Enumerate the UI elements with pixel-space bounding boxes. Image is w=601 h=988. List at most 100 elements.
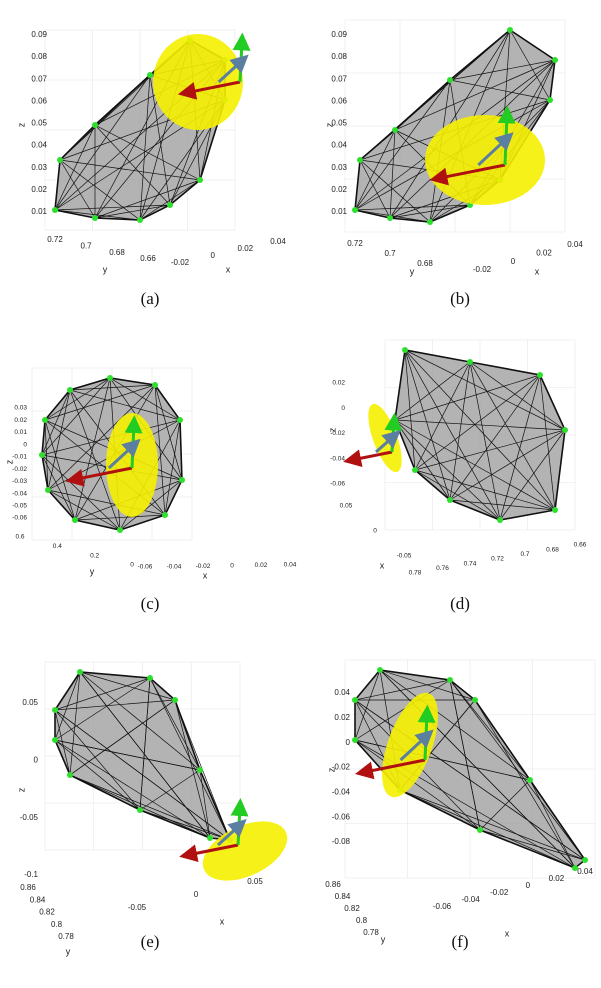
mesh-edge xyxy=(479,779,531,831)
mesh-edge xyxy=(449,374,541,501)
contact-point xyxy=(52,207,58,213)
x-axis-label: x xyxy=(203,570,208,580)
x-tick-label: 0.04 xyxy=(270,237,286,246)
panel: 0.09 0.08 0.07 0.06 0.05 0.04 0.03 0.02 0.01 0.72… xyxy=(324,19,583,308)
y-tick-label: 0.86 xyxy=(325,880,341,889)
contact-point xyxy=(77,669,83,675)
mesh-edge xyxy=(54,739,201,771)
mesh-edge xyxy=(47,389,71,491)
z-tick-label: 0.07 xyxy=(31,74,47,83)
z-tick-label: 0.03 xyxy=(331,163,347,172)
mesh-edge xyxy=(404,349,566,431)
mesh-edge xyxy=(399,789,586,861)
x-axis-label: x xyxy=(535,266,540,276)
z-tick-label: -0.06 xyxy=(332,812,351,821)
contact-point xyxy=(45,487,51,493)
mesh-edge xyxy=(469,361,566,431)
mesh-edge xyxy=(54,124,96,211)
mesh-edge xyxy=(139,677,151,811)
contact-point xyxy=(72,517,78,523)
mesh-edge xyxy=(354,739,531,781)
contact-point xyxy=(497,517,503,523)
z-axis-label: z xyxy=(327,427,337,432)
contact-point xyxy=(552,57,558,63)
x-tick-label: 0 xyxy=(194,890,199,899)
x-tick-label: -0.02 xyxy=(473,265,492,274)
y-axis-label: y xyxy=(103,264,108,274)
mesh-edge xyxy=(389,204,471,219)
z-tick-label: -0.02 xyxy=(330,430,345,437)
z-tick-label: 0.07 xyxy=(331,74,347,83)
panel: 0.04 0.02 0 -0.02 -0.04 -0.06 -0.08 0.86 0.84 0.8… xyxy=(325,659,596,951)
mesh-edge xyxy=(414,374,541,471)
y-axis-label: y xyxy=(410,266,415,276)
mesh-edge xyxy=(359,159,391,219)
y-tick-label: 0.66 xyxy=(574,542,587,549)
axis-arrow xyxy=(65,466,133,487)
z-tick-label: 0.02 xyxy=(334,713,350,722)
contact-point xyxy=(352,207,358,213)
ellipsoid xyxy=(202,821,288,881)
mesh-edge xyxy=(499,429,566,521)
mesh-edge xyxy=(474,699,576,869)
z-tick-label: -0.06 xyxy=(330,481,345,488)
contact-point xyxy=(147,675,153,681)
mesh-edge xyxy=(47,489,121,531)
contact-point xyxy=(67,772,73,778)
contact-point xyxy=(552,507,558,513)
mesh-edge xyxy=(139,809,231,841)
z-tick-label: 0.05 xyxy=(31,119,47,128)
contact-point xyxy=(207,835,213,841)
y-tick-label: 0.68 xyxy=(109,248,125,257)
z-tick-label: -0.04 xyxy=(330,455,345,462)
x-tick-label: -0.05 xyxy=(128,903,147,912)
mesh-edge xyxy=(79,671,201,771)
contact-point xyxy=(57,157,63,163)
mesh-edge xyxy=(139,74,151,221)
z-axis-label: z xyxy=(16,122,26,127)
panel: 0.02 0 -0.02 -0.04 -0.06 0.78 0.76 0.74 0.72 0.7 0… xyxy=(327,339,587,613)
mesh-edge xyxy=(59,159,141,221)
mesh-edge xyxy=(449,499,556,511)
y-tick-label: 0.72 xyxy=(347,239,363,248)
z-tick-label: 0.01 xyxy=(31,207,47,216)
contact-point xyxy=(387,215,393,221)
y-tick-label: 0.82 xyxy=(39,908,55,917)
z-tick-label: 0.01 xyxy=(331,207,347,216)
mesh-edge xyxy=(149,677,201,771)
z-tick-label: 0.06 xyxy=(31,96,47,105)
y-axis-label: y xyxy=(381,934,386,944)
contact-point xyxy=(412,467,418,473)
mesh-edge xyxy=(44,377,111,421)
y-tick-label: 0.86 xyxy=(20,883,36,892)
contact-point xyxy=(92,122,98,128)
mesh-edge xyxy=(394,59,556,131)
contact-point xyxy=(477,827,483,833)
y-tick-label: 0.8 xyxy=(51,920,63,929)
mesh-edge xyxy=(94,124,201,181)
mesh-edge xyxy=(354,669,381,741)
mesh-edge xyxy=(404,349,556,511)
mesh-edge xyxy=(154,384,183,481)
y-tick-label: 0.68 xyxy=(546,546,559,553)
y-tick-label: 0.72 xyxy=(491,556,504,563)
mesh-edge xyxy=(199,769,211,839)
contact-point xyxy=(197,177,203,183)
caption: (a) xyxy=(141,289,160,308)
axis-arrow xyxy=(429,163,506,186)
mesh-edge xyxy=(394,419,566,431)
x-tick-label: 0.02 xyxy=(238,244,254,253)
z-tick-label: -0.05 xyxy=(12,502,27,509)
y-tick-label: 0.7 xyxy=(384,249,396,258)
x-tick-label: 0 xyxy=(511,257,516,266)
mesh-edge xyxy=(94,124,171,206)
mesh-edge xyxy=(54,709,141,811)
mesh-edge xyxy=(54,699,176,711)
mesh-edge xyxy=(139,179,201,221)
y-tick-label: 0.68 xyxy=(417,259,433,268)
axis-arrow xyxy=(355,758,426,780)
x-tick-label: 0 xyxy=(230,563,234,570)
y-tick-label: 0.84 xyxy=(30,895,46,904)
z-tick-label: 0.04 xyxy=(334,688,350,697)
mesh-edge xyxy=(354,679,451,741)
